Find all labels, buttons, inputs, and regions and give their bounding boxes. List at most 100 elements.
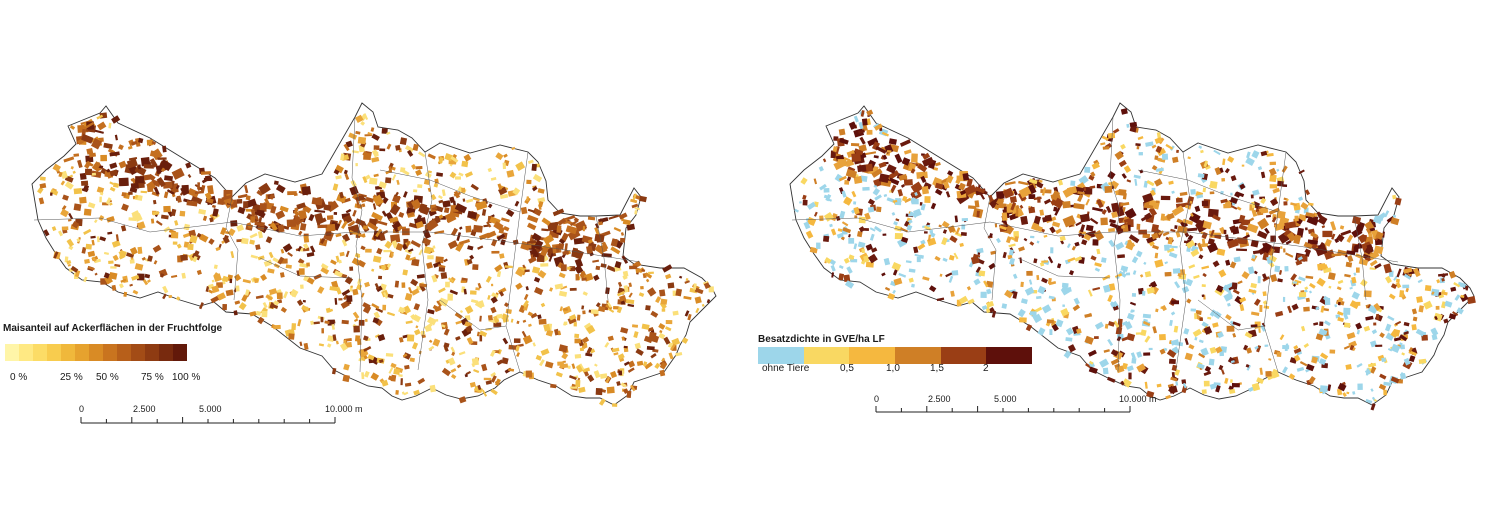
scalebar-label-10000: 10.000 m	[325, 404, 363, 414]
field-parcel	[469, 381, 476, 388]
field-parcel	[1128, 372, 1132, 380]
field-parcel	[420, 330, 426, 335]
legend-swatch-5	[986, 347, 1033, 364]
field-parcel	[1019, 204, 1024, 209]
field-parcel	[1048, 280, 1057, 286]
field-parcel	[146, 139, 154, 146]
field-parcel	[1365, 315, 1374, 321]
field-parcel	[586, 245, 594, 255]
field-parcel	[799, 201, 802, 204]
field-parcel	[441, 324, 446, 328]
field-parcel	[1203, 160, 1209, 168]
field-parcel	[257, 255, 265, 261]
field-parcel	[270, 222, 278, 232]
field-parcel	[230, 220, 238, 227]
field-parcel	[1202, 272, 1207, 278]
field-parcel	[887, 292, 896, 301]
field-parcel	[1201, 243, 1209, 248]
map-canvas[interactable]	[0, 0, 740, 516]
field-parcel	[79, 172, 87, 180]
field-parcel	[1207, 242, 1219, 254]
field-parcel	[679, 275, 683, 279]
field-parcel	[1259, 304, 1263, 312]
field-parcel	[361, 203, 366, 208]
field-parcel	[1344, 254, 1348, 258]
field-parcel	[1239, 304, 1245, 312]
field-parcel	[968, 205, 977, 210]
field-parcel	[824, 257, 832, 264]
map-canvas[interactable]	[750, 0, 1500, 516]
field-parcel	[395, 242, 404, 252]
field-parcel	[1383, 263, 1392, 274]
field-parcel	[1241, 164, 1245, 167]
field-parcel	[1224, 168, 1230, 174]
field-parcel	[89, 152, 97, 158]
field-parcel	[1145, 141, 1154, 147]
field-parcel	[1126, 332, 1136, 342]
field-parcel	[338, 259, 342, 264]
field-parcel	[70, 166, 74, 170]
field-parcel	[1182, 382, 1187, 389]
field-parcel	[399, 167, 406, 173]
field-parcel	[537, 314, 542, 320]
field-parcel	[207, 185, 214, 195]
field-parcel	[313, 321, 320, 325]
field-parcel	[320, 266, 330, 275]
field-parcel	[1110, 349, 1119, 357]
field-parcel	[512, 187, 521, 196]
field-parcel	[1316, 211, 1323, 219]
field-parcel	[819, 215, 824, 222]
field-parcel	[111, 115, 121, 124]
field-parcel	[475, 287, 480, 291]
field-parcel	[633, 331, 639, 338]
field-parcel	[1239, 296, 1247, 303]
field-parcel	[1270, 235, 1276, 242]
field-parcel	[379, 359, 384, 364]
field-parcel	[467, 245, 474, 251]
field-parcel	[1200, 347, 1209, 357]
field-parcel	[341, 220, 348, 230]
field-parcel	[1296, 227, 1304, 238]
field-parcel	[1183, 240, 1189, 244]
field-parcel	[83, 121, 95, 130]
field-parcel	[554, 283, 564, 290]
field-parcel	[1215, 385, 1221, 393]
field-parcel	[415, 325, 419, 329]
field-parcel	[280, 248, 285, 254]
field-parcel	[1343, 345, 1350, 350]
field-parcel	[906, 224, 913, 232]
field-parcel	[150, 218, 155, 224]
field-parcel	[523, 293, 529, 301]
field-parcel	[1167, 236, 1174, 245]
field-parcel	[125, 252, 135, 259]
field-parcel	[1251, 150, 1260, 159]
field-parcel	[479, 330, 488, 338]
field-parcel	[1140, 365, 1149, 375]
field-parcel	[1136, 223, 1141, 230]
field-parcel	[882, 154, 888, 160]
field-parcel	[192, 255, 198, 263]
field-parcel	[616, 381, 621, 387]
field-parcel	[587, 238, 593, 244]
field-parcel	[1194, 336, 1198, 341]
field-parcel	[871, 168, 883, 178]
field-parcel	[1212, 260, 1220, 268]
field-parcel	[1393, 337, 1401, 342]
field-parcel	[371, 133, 380, 141]
field-parcel	[527, 222, 537, 231]
field-parcel	[1171, 245, 1178, 249]
field-parcel	[1221, 177, 1226, 182]
field-parcel	[461, 160, 469, 168]
municipality-border	[351, 116, 363, 373]
field-parcel	[411, 198, 422, 210]
field-parcel	[365, 248, 372, 253]
field-parcel	[81, 133, 94, 144]
field-parcel	[134, 212, 143, 222]
field-parcel	[71, 220, 80, 229]
field-parcel	[235, 285, 240, 292]
field-parcel	[1310, 231, 1319, 239]
field-parcel	[1448, 313, 1457, 320]
field-parcel	[610, 238, 619, 247]
field-parcel	[1337, 301, 1341, 306]
field-parcel	[472, 264, 479, 270]
